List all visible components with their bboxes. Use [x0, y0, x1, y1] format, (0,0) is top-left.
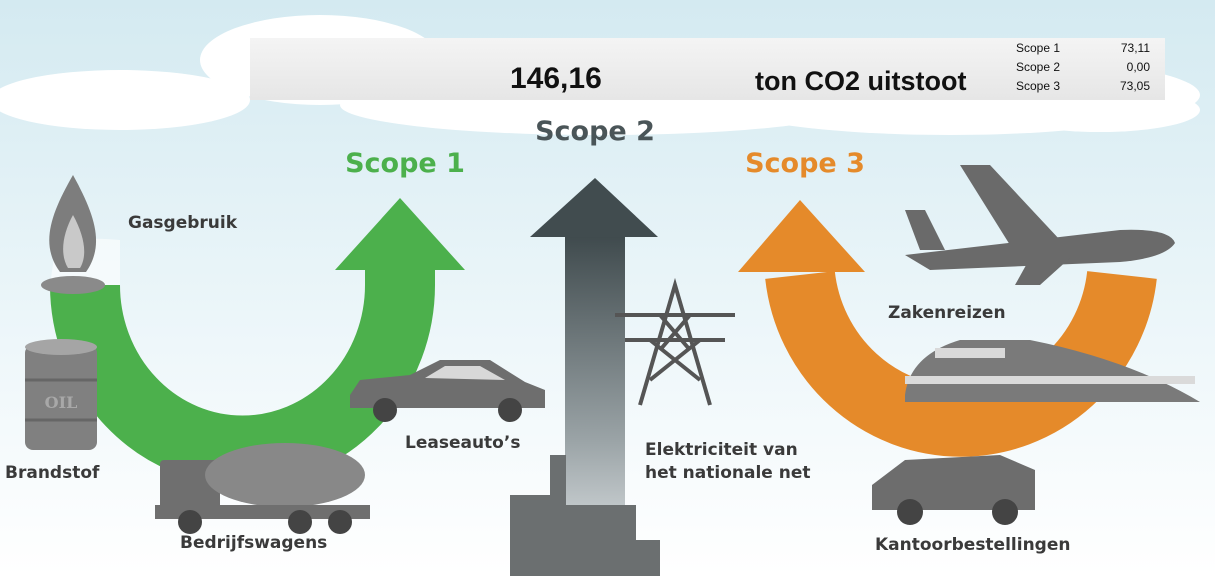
breakdown-label: Scope 2	[1016, 60, 1060, 74]
header-band	[250, 38, 1165, 100]
unit: ton CO2 uitstoot	[755, 66, 966, 96]
scope-title: Scope 3	[745, 148, 865, 179]
scope3-arrowhead	[738, 200, 865, 272]
train-icon	[905, 340, 1200, 402]
source-label: het nationale net	[645, 463, 811, 483]
scope3-arrow	[765, 270, 1157, 457]
source-label: Elektriciteit van	[645, 440, 798, 460]
source-label: Leaseauto’s	[405, 433, 520, 453]
breakdown-value: 73,11	[1121, 41, 1150, 55]
breakdown-label: Scope 1	[1016, 41, 1060, 55]
breakdown-value: 0,00	[1127, 60, 1151, 74]
source-label: Kantoorbestellingen	[875, 535, 1070, 555]
source-label: Gasgebruik	[128, 213, 238, 233]
source-label: Brandstof	[5, 463, 100, 483]
car-icon	[350, 360, 545, 422]
truck-icon	[155, 443, 370, 534]
plane-icon	[905, 165, 1175, 285]
source-label: Zakenreizen	[888, 303, 1006, 323]
factory-icon	[510, 455, 660, 576]
van-icon	[872, 455, 1035, 525]
source-label: Bedrijfswagens	[180, 533, 327, 553]
scope2-arrowhead	[530, 178, 658, 237]
breakdown-label: Scope 3	[1016, 79, 1060, 93]
breakdown-value: 73,05	[1120, 79, 1150, 93]
scope1-arrowhead	[335, 198, 465, 270]
pylon-icon	[615, 277, 735, 406]
barrel-label: OIL	[45, 393, 78, 412]
total: 146,16	[510, 62, 602, 95]
scope-title: Scope 1	[345, 148, 465, 179]
scope-title: Scope 2	[535, 116, 655, 147]
barrel-icon: OIL	[25, 339, 97, 450]
flame-icon	[41, 175, 105, 294]
